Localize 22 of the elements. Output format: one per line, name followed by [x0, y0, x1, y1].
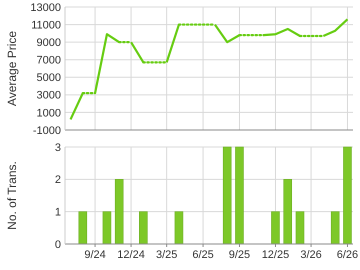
y-tick-label: -1000 [32, 124, 61, 137]
x-tick-label: 9/25 [228, 249, 250, 261]
x-tick-label: 12/25 [262, 249, 290, 261]
x-tick-label: 12/24 [117, 249, 145, 261]
y-tick-label: 0 [54, 238, 61, 251]
y-tick-label: 2 [54, 174, 61, 186]
y-tick-label: 9000 [36, 36, 61, 49]
y-axis-title: No. of Trans. [5, 161, 19, 230]
x-tick-label: 6/26 [336, 249, 358, 261]
y-tick-label: 13000 [30, 2, 61, 14]
x-tick-label: 3/25 [156, 249, 178, 261]
y-tick-label: 1000 [36, 107, 61, 120]
x-tick-label: 3/26 [300, 249, 322, 261]
y-tick-label: 7000 [36, 54, 61, 67]
x-tick-label: 6/25 [192, 249, 214, 261]
x-tick-label: 9/24 [84, 249, 106, 261]
y-axis-title: Average Price [5, 30, 19, 106]
y-tick-label: 3 [54, 142, 61, 154]
y-tick-label: 11000 [31, 19, 61, 32]
y-tick-label: 1 [54, 206, 61, 219]
y-tick-label: 5000 [36, 72, 61, 84]
y-tick-label: 3000 [36, 90, 61, 102]
